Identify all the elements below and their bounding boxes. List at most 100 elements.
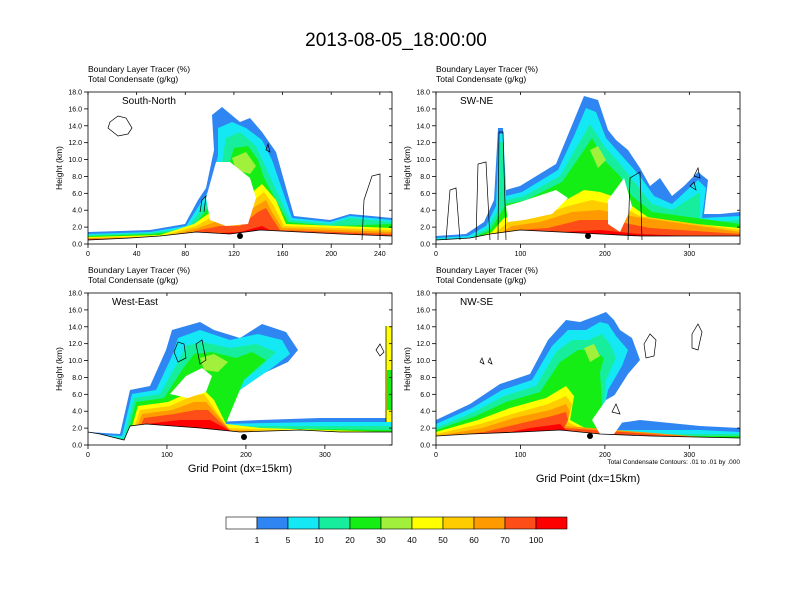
panel-label-sw-ne: SW-NE <box>460 96 493 107</box>
y-axis-title: Height (km) <box>402 146 412 190</box>
y-tick-label: 8.0 <box>72 375 82 382</box>
y-tick-label: 18.0 <box>68 90 82 97</box>
colorbar-label: 20 <box>345 535 355 545</box>
y-tick-label: 16.0 <box>416 307 430 314</box>
y-tick-label: 6.0 <box>420 191 430 198</box>
panel-title-tracer: Boundary Layer Tracer (%) <box>88 265 190 275</box>
y-tick-label: 4.0 <box>72 409 82 416</box>
x-tick-label: 240 <box>374 251 386 258</box>
y-tick-label: 12.0 <box>416 140 430 147</box>
colorbar-label: 1 <box>255 535 260 545</box>
heatmap-field <box>88 322 392 445</box>
x-tick-label: 0 <box>86 251 90 258</box>
y-tick-label: 16.0 <box>68 307 82 314</box>
x-axis: 0 100 200 300 <box>434 293 695 459</box>
y-tick-label: 0.0 <box>420 443 430 450</box>
x-tick-label: 100 <box>515 452 527 459</box>
x-tick-label: 300 <box>319 452 331 459</box>
y-tick-label: 0.0 <box>72 242 82 249</box>
panel-title-condensate: Total Condensate (g/kg) <box>88 275 178 285</box>
y-tick-label: 8.0 <box>72 174 82 181</box>
y-tick-label: 10.0 <box>416 358 430 365</box>
colorbar-swatch <box>380 516 413 530</box>
panel-label-nw-se: NW-SE <box>460 297 493 308</box>
y-tick-label: 2.0 <box>72 225 82 232</box>
page-title: 2013-08-05_18:00:00 <box>305 30 487 51</box>
colorbar-swatch <box>535 516 568 530</box>
colorbar-swatch <box>256 516 289 530</box>
x-tick-label: 100 <box>515 251 527 258</box>
heatmap-field <box>436 312 740 445</box>
panel-nw-se: Boundary Layer Tracer (%) Total Condensa… <box>402 265 741 485</box>
colorbar-swatch <box>318 516 351 530</box>
y-tick-label: 16.0 <box>416 106 430 113</box>
heatmap-field <box>88 107 392 244</box>
y-tick-label: 18.0 <box>416 90 430 97</box>
x-tick-label: 120 <box>228 251 240 258</box>
colorbar-label: 40 <box>407 535 417 545</box>
y-tick-label: 4.0 <box>72 208 82 215</box>
colorbar-swatch <box>225 516 258 530</box>
y-tick-label: 4.0 <box>420 409 430 416</box>
panel-title-condensate: Total Condensate (g/kg) <box>436 275 526 285</box>
panel-west-east: Boundary Layer Tracer (%) Total Condensa… <box>54 265 393 475</box>
x-tick-label: 160 <box>277 251 289 258</box>
y-tick-label: 14.0 <box>68 324 82 331</box>
panel-title-condensate: Total Condensate (g/kg) <box>88 74 178 84</box>
plot-frame <box>87 91 393 245</box>
colorbar-label: 10 <box>314 535 324 545</box>
colorbar-label: 30 <box>376 535 386 545</box>
colorbar: 1 5 10 20 30 40 50 60 70 100 <box>225 516 568 545</box>
panel-label-west-east: West-East <box>112 297 158 308</box>
plot-frame <box>435 292 741 446</box>
y-tick-label: 10.0 <box>416 157 430 164</box>
y-tick-label: 8.0 <box>420 174 430 181</box>
panel-title-condensate: Total Condensate (g/kg) <box>436 74 526 84</box>
y-axis: 0.0 2.0 4.0 6.0 8.0 10.0 12.0 14.0 16.0 18.0 Heigh… <box>402 291 740 450</box>
y-tick-label: 18.0 <box>68 291 82 298</box>
y-tick-label: 12.0 <box>416 341 430 348</box>
y-tick-label: 0.0 <box>72 443 82 450</box>
panel-title-tracer: Boundary Layer Tracer (%) <box>436 64 538 74</box>
x-axis: 0 100 200 300 <box>434 92 695 258</box>
colorbar-label: 70 <box>500 535 510 545</box>
y-tick-label: 6.0 <box>72 191 82 198</box>
y-tick-label: 4.0 <box>420 208 430 215</box>
x-tick-label: 200 <box>325 251 337 258</box>
colorbar-label: 50 <box>438 535 448 545</box>
x-axis: 0 100 200 300 <box>86 293 331 459</box>
y-tick-label: 14.0 <box>416 324 430 331</box>
colorbar-label: 5 <box>286 535 291 545</box>
y-tick-label: 0.0 <box>420 242 430 249</box>
colorbar-swatch <box>287 516 320 530</box>
y-axis-title: Height (km) <box>54 146 64 190</box>
y-tick-label: 16.0 <box>68 106 82 113</box>
y-tick-label: 14.0 <box>68 123 82 130</box>
y-tick-label: 18.0 <box>416 291 430 298</box>
x-tick-label: 200 <box>599 452 611 459</box>
colorbar-label: 60 <box>469 535 479 545</box>
x-tick-label: 80 <box>181 251 189 258</box>
colorbar-swatch <box>411 516 444 530</box>
x-tick-label: 0 <box>86 452 90 459</box>
panel-sw-ne: Boundary Layer Tracer (%) Total Condensa… <box>402 64 741 258</box>
y-tick-label: 10.0 <box>68 358 82 365</box>
colorbar-label: 100 <box>529 535 543 545</box>
plot-frame <box>435 91 741 245</box>
x-axis: 0 40 80 120 160 200 240 <box>86 92 386 258</box>
x-tick-label: 100 <box>161 452 173 459</box>
contour-note: Total Condensate Contours: .01 to .01 by… <box>607 459 740 466</box>
x-tick-label: 40 <box>133 251 141 258</box>
colorbar-swatch <box>442 516 475 530</box>
y-tick-label: 12.0 <box>68 341 82 348</box>
panel-title-tracer: Boundary Layer Tracer (%) <box>88 64 190 74</box>
x-tick-label: 300 <box>683 452 695 459</box>
x-tick-label: 200 <box>240 452 252 459</box>
y-tick-label: 12.0 <box>68 140 82 147</box>
y-tick-label: 2.0 <box>420 225 430 232</box>
y-tick-label: 2.0 <box>72 426 82 433</box>
x-axis-title: Grid Point (dx=15km) <box>536 473 640 485</box>
panel-title-tracer: Boundary Layer Tracer (%) <box>436 265 538 275</box>
